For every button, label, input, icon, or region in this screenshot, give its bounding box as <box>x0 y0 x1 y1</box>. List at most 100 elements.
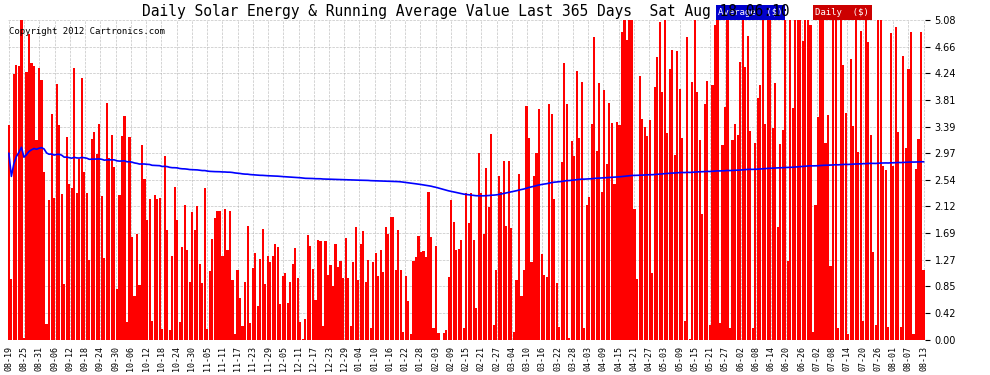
Bar <box>910 32 912 340</box>
Bar <box>191 212 193 340</box>
Bar <box>111 135 113 340</box>
Bar <box>46 324 48 340</box>
Bar <box>227 250 229 340</box>
Bar <box>480 193 482 340</box>
Bar <box>880 20 882 340</box>
Bar <box>766 20 769 340</box>
Bar <box>511 228 513 340</box>
Bar <box>704 104 706 340</box>
Bar <box>631 20 634 340</box>
Bar <box>717 20 719 340</box>
Bar <box>754 142 756 340</box>
Text: Daily  ($): Daily ($) <box>816 8 869 17</box>
Bar <box>452 222 454 340</box>
Bar <box>516 280 518 340</box>
Bar <box>774 83 776 340</box>
Bar <box>573 156 575 340</box>
Bar <box>372 262 374 340</box>
Bar <box>498 176 500 340</box>
Bar <box>859 31 861 340</box>
Bar <box>397 230 399 340</box>
Bar <box>166 230 168 340</box>
Bar <box>794 20 796 340</box>
Bar <box>237 270 239 340</box>
Bar <box>875 325 877 340</box>
Bar <box>849 58 851 340</box>
Bar <box>282 276 284 340</box>
Bar <box>802 41 804 340</box>
Bar <box>601 192 603 340</box>
Bar <box>526 106 528 340</box>
Bar <box>913 334 915 340</box>
Bar <box>447 277 449 340</box>
Bar <box>28 34 30 340</box>
Bar <box>472 240 475 340</box>
Bar <box>387 234 389 340</box>
Bar <box>837 328 840 340</box>
Bar <box>578 138 580 340</box>
Bar <box>425 257 427 340</box>
Bar <box>211 239 214 340</box>
Bar <box>648 120 650 340</box>
Bar <box>382 272 384 340</box>
Bar <box>116 289 118 340</box>
Bar <box>822 20 824 340</box>
Bar <box>189 282 191 340</box>
Bar <box>410 334 412 340</box>
Bar <box>583 328 585 340</box>
Bar <box>23 338 25 340</box>
Bar <box>354 226 356 340</box>
Bar <box>900 327 902 340</box>
Bar <box>727 20 729 340</box>
Bar <box>332 286 334 340</box>
Bar <box>171 256 173 340</box>
Bar <box>181 247 183 340</box>
Bar <box>254 252 256 340</box>
Bar <box>565 104 568 340</box>
Bar <box>251 268 253 340</box>
Bar <box>887 327 889 340</box>
Bar <box>58 124 60 340</box>
Bar <box>55 84 57 340</box>
Bar <box>862 321 864 340</box>
Bar <box>21 20 23 340</box>
Text: Average  ($): Average ($) <box>719 8 783 17</box>
Bar <box>176 220 178 340</box>
Bar <box>36 140 38 340</box>
Bar <box>259 260 261 340</box>
Bar <box>297 278 299 340</box>
Bar <box>134 296 136 340</box>
Bar <box>264 284 266 340</box>
Bar <box>739 62 742 340</box>
Bar <box>553 199 555 340</box>
Bar <box>696 92 699 340</box>
Bar <box>186 250 188 340</box>
Bar <box>158 198 160 340</box>
Bar <box>364 282 366 340</box>
Bar <box>634 209 636 340</box>
Bar <box>402 332 405 340</box>
Bar <box>131 237 133 340</box>
Bar <box>724 107 726 340</box>
Bar <box>247 225 248 340</box>
Bar <box>890 33 892 340</box>
Bar <box>184 205 186 340</box>
Bar <box>485 168 487 340</box>
Bar <box>327 275 329 340</box>
Bar <box>18 66 20 340</box>
Bar <box>144 179 146 340</box>
Bar <box>357 280 359 340</box>
Bar <box>217 211 219 340</box>
Bar <box>746 36 748 340</box>
Bar <box>518 174 520 340</box>
Bar <box>465 193 467 340</box>
Bar <box>126 322 128 340</box>
Bar <box>287 303 289 340</box>
Bar <box>446 330 447 340</box>
Bar <box>668 69 671 340</box>
Bar <box>508 161 510 340</box>
Bar <box>807 20 809 340</box>
Bar <box>93 132 95 340</box>
Bar <box>598 83 601 340</box>
Bar <box>804 20 807 340</box>
